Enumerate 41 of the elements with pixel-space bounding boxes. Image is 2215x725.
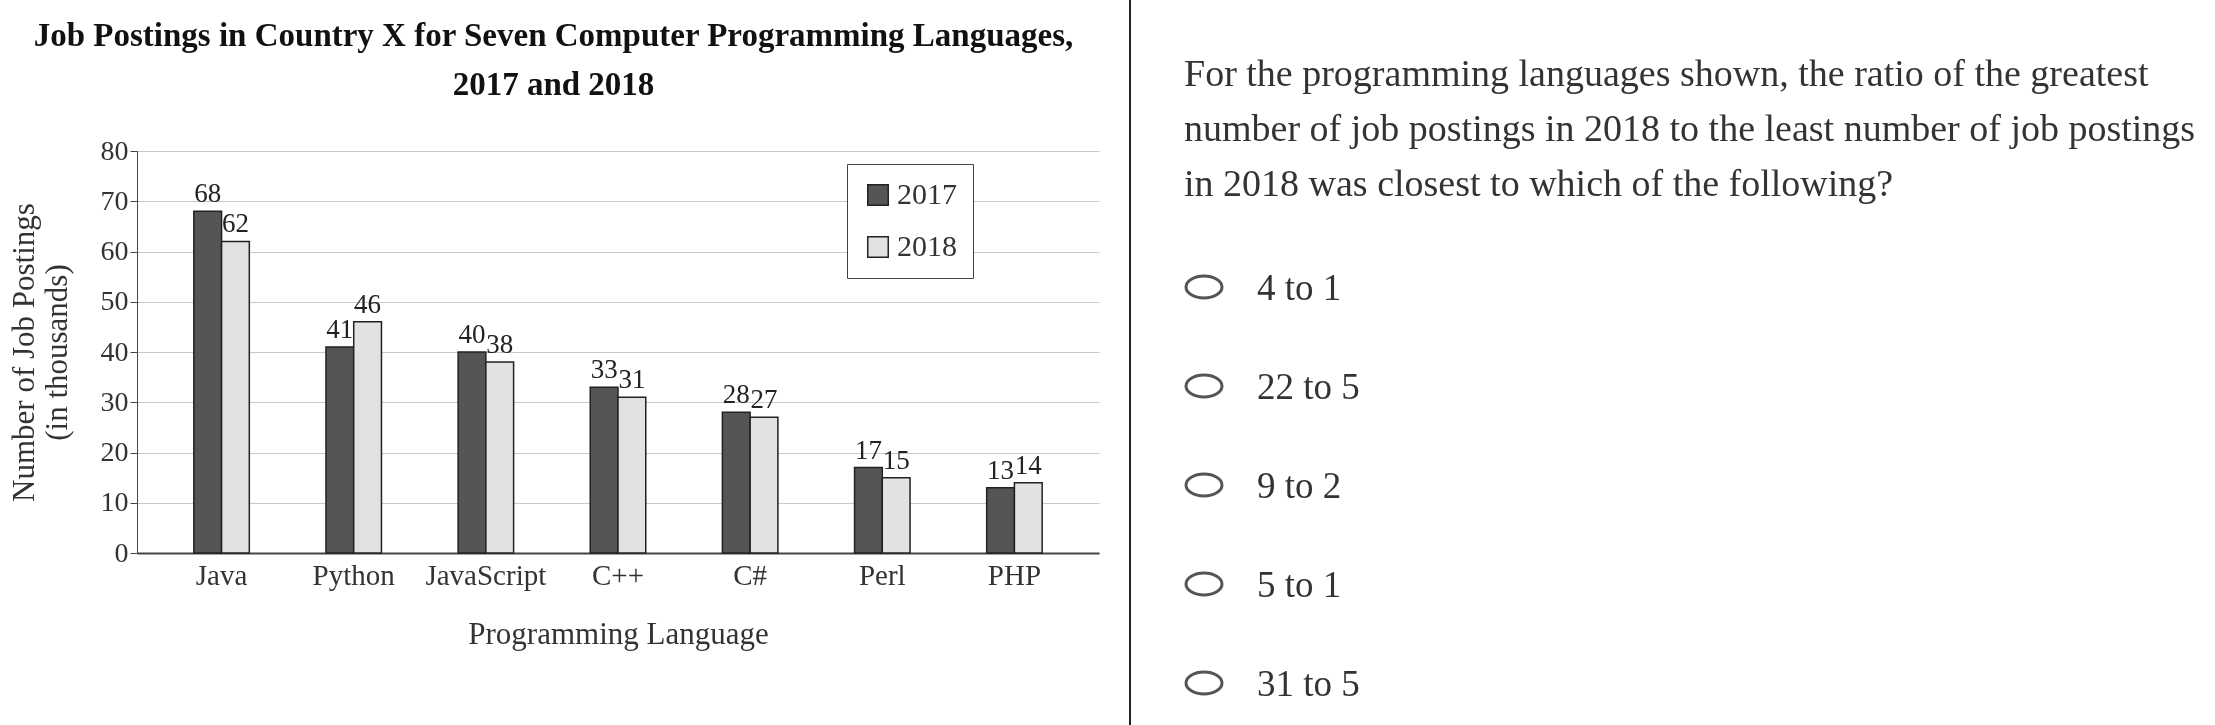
y-tick-label: 70 xyxy=(100,184,129,216)
x-tick-label: Perl xyxy=(858,558,906,591)
data-label: 15 xyxy=(882,444,910,475)
x-tick-label: Java xyxy=(195,558,248,591)
y-tick-label: 50 xyxy=(100,285,129,317)
text: 31 to 5 xyxy=(1257,661,1360,705)
x-tick-label: PHP xyxy=(987,558,1042,591)
y-tick-label: 0 xyxy=(114,536,129,568)
y-tick-label: 80 xyxy=(100,134,129,166)
text: 9 to 2 xyxy=(1257,463,1342,507)
x-tick-label: C# xyxy=(733,558,768,591)
data-label: 14 xyxy=(1014,449,1043,480)
data-label: 46 xyxy=(354,288,382,319)
x-tick-label: C++ xyxy=(591,558,645,591)
y-tick-label: 10 xyxy=(100,486,129,518)
data-label: 38 xyxy=(486,329,514,360)
data-label: 33 xyxy=(590,354,618,385)
text: 5 to 1 xyxy=(1257,562,1342,606)
data-label: 27 xyxy=(750,384,778,415)
data-label: 13 xyxy=(987,454,1015,485)
x-tick-label: JavaScript xyxy=(425,558,547,591)
text: 22 to 5 xyxy=(1257,364,1360,408)
y-axis-title: Number of Job Postings (in thousands) xyxy=(5,203,74,502)
data-label: 17 xyxy=(854,434,882,465)
data-label: 28 xyxy=(722,379,750,410)
legend-label: 2017 xyxy=(897,177,957,210)
x-tick-label: Python xyxy=(312,558,396,591)
y-tick-label: 60 xyxy=(100,235,129,266)
data-label: 41 xyxy=(326,313,354,344)
x-axis-title: Programming Language xyxy=(468,615,769,651)
legend-label: 2018 xyxy=(897,229,957,262)
y-tick-label: 30 xyxy=(100,385,129,417)
chart-title: Job Postings in Country X for Seven Computer Programming Languages, 2017 and 2018 xyxy=(33,17,1074,102)
text: 4 to 1 xyxy=(1257,265,1342,309)
y-tick-label: 20 xyxy=(100,436,129,467)
y-tick-label: 40 xyxy=(100,335,129,367)
data-label: 68 xyxy=(194,178,222,209)
data-label: 40 xyxy=(458,319,486,349)
text: For the programming languages shown, the ratio of the greatest number of job postings in 2018 to the least number of job postings in 2018 was closest to which of the following? xyxy=(1184,51,2197,206)
data-label: 31 xyxy=(618,364,646,395)
data-label: 62 xyxy=(221,208,249,239)
